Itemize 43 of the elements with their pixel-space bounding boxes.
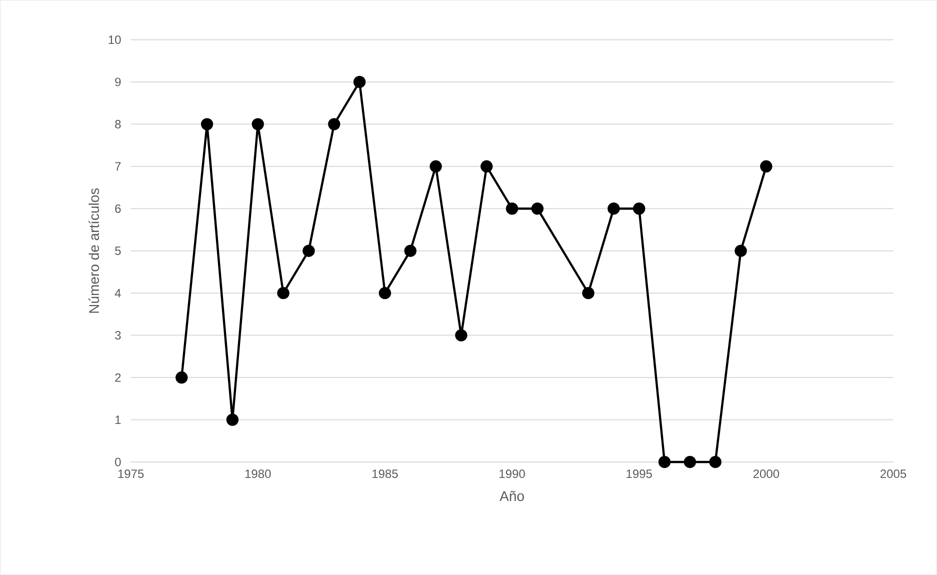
x-tick-label: 1985 bbox=[372, 470, 398, 478]
point bbox=[378, 287, 392, 300]
y-tick-label: 6 bbox=[115, 204, 121, 213]
x-tick-label: 2005 bbox=[880, 470, 906, 478]
y-tick-label: 5 bbox=[115, 246, 121, 256]
point bbox=[277, 287, 290, 300]
y-tick-label: 1 bbox=[115, 416, 121, 424]
point bbox=[608, 202, 620, 215]
point bbox=[328, 118, 340, 130]
point bbox=[176, 372, 188, 384]
y-axis-title: Número de artículos bbox=[88, 188, 100, 313]
point bbox=[302, 244, 315, 258]
point bbox=[252, 118, 264, 130]
x-tick-label: 2000 bbox=[753, 470, 780, 478]
point bbox=[734, 244, 747, 258]
point bbox=[353, 76, 366, 88]
x-tick-label: 1980 bbox=[245, 470, 271, 478]
x-axis-title: Año bbox=[500, 491, 524, 502]
point bbox=[430, 160, 442, 173]
x-tick-label: 1975 bbox=[118, 470, 144, 478]
point bbox=[760, 160, 772, 173]
point bbox=[480, 160, 493, 173]
y-tick-label: 3 bbox=[115, 331, 121, 340]
point bbox=[684, 456, 696, 468]
x-tick-label: 1995 bbox=[626, 470, 652, 478]
x-tick-label: 1990 bbox=[500, 470, 525, 478]
point bbox=[582, 287, 594, 300]
point bbox=[404, 244, 416, 258]
point bbox=[506, 202, 518, 215]
point bbox=[633, 202, 646, 215]
y-tick-label: 2 bbox=[115, 373, 121, 382]
y-tick-label: 8 bbox=[115, 120, 121, 129]
point bbox=[531, 202, 544, 215]
point bbox=[200, 118, 214, 130]
point bbox=[709, 456, 722, 468]
y-tick-label: 7 bbox=[115, 162, 121, 171]
point bbox=[226, 414, 239, 426]
point bbox=[658, 456, 671, 468]
y-tick-label: 9 bbox=[115, 78, 121, 86]
y-tick-label: 0 bbox=[115, 458, 121, 466]
y-tick-label: 10 bbox=[108, 36, 121, 44]
y-tick-label: 4 bbox=[114, 289, 121, 298]
point bbox=[455, 329, 468, 342]
